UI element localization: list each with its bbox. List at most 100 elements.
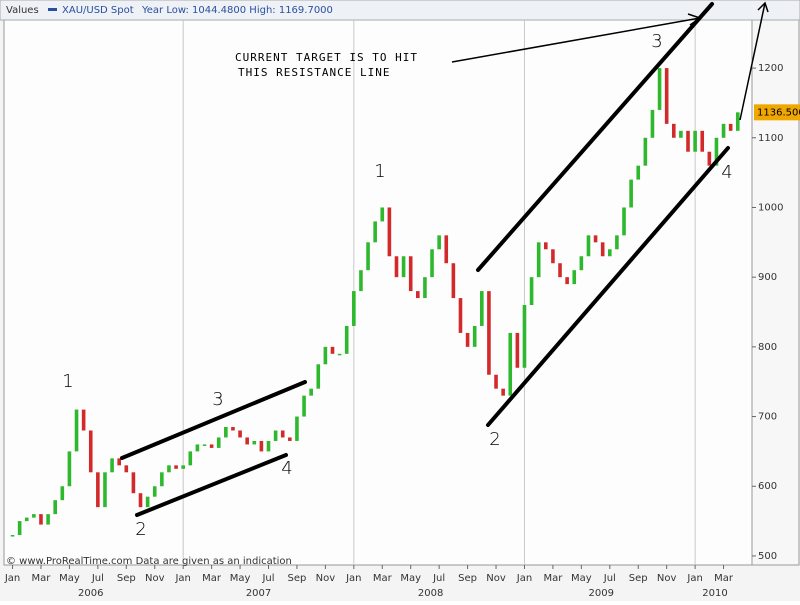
x-tick-label: Nov: [657, 573, 677, 584]
x-tick-label: Jul: [91, 573, 104, 584]
candle: [74, 409, 79, 452]
x-tick-label: Jul: [603, 573, 616, 584]
candle: [231, 427, 235, 431]
candle: [501, 388, 505, 396]
candle: [352, 291, 356, 326]
candle: [39, 514, 43, 525]
annotation: 2: [489, 429, 500, 450]
y-tick-label: 900: [758, 272, 777, 283]
x-tick-label: Sep: [458, 573, 477, 584]
candle: [700, 130, 705, 152]
last-price-box: [754, 104, 800, 121]
candle: [671, 123, 676, 138]
header-range: Year Low: 1044.4800 High: 1169.7000: [141, 5, 333, 16]
trend-line: [486, 146, 730, 427]
header-bar: [0, 0, 800, 21]
x-tick-label: Nov: [486, 573, 506, 584]
candle: [88, 430, 93, 473]
marks: [10, 20, 740, 565]
candle: [728, 123, 733, 131]
candle: [337, 353, 342, 356]
candle: [622, 207, 626, 236]
candle: [252, 440, 257, 445]
candle: [373, 221, 377, 243]
candle: [657, 68, 662, 110]
candle: [330, 346, 335, 354]
candle: [714, 137, 719, 166]
candle: [494, 374, 498, 389]
candle: [515, 332, 520, 368]
candle: [387, 207, 392, 257]
candle: [96, 472, 100, 508]
trend-line: [476, 2, 714, 272]
candle: [145, 496, 150, 508]
candle: [131, 472, 136, 494]
candle: [686, 130, 690, 152]
candle: [551, 249, 555, 264]
candle: [46, 514, 50, 525]
x-tick-label: Jan: [516, 573, 532, 584]
candle: [615, 235, 619, 250]
candle: [238, 430, 242, 438]
x-tick-label: Nov: [316, 573, 336, 584]
candle: [679, 130, 683, 138]
candle: [81, 409, 86, 431]
candle: [437, 235, 441, 250]
x-tick-label: Sep: [288, 573, 307, 584]
x-tick-label: Jan: [686, 573, 702, 584]
x-tick-label: Mar: [714, 573, 734, 584]
candle: [309, 388, 313, 396]
candle: [735, 112, 740, 131]
y-tick-label: 700: [758, 412, 777, 423]
x-tick-label: Mar: [202, 573, 222, 584]
candle: [458, 298, 463, 333]
candle: [344, 325, 349, 354]
y-tick-label: 1100: [758, 133, 783, 144]
y-tick-label: 1000: [758, 202, 783, 213]
plot-area: [3, 19, 753, 566]
candle: [316, 364, 321, 389]
candle: [138, 493, 143, 508]
candle: [10, 535, 15, 537]
candle: [508, 332, 513, 396]
candle: [32, 514, 36, 518]
candle: [607, 249, 612, 257]
candle: [693, 130, 697, 152]
candle: [216, 437, 221, 448]
candle: [650, 109, 655, 138]
candle: [202, 444, 207, 446]
arrows: [451, 1, 769, 121]
x-tick-label: May: [571, 573, 592, 584]
candle: [451, 263, 456, 299]
candle: [195, 444, 200, 452]
x-tick-label: May: [59, 573, 80, 584]
candle: [117, 458, 121, 466]
candle: [629, 179, 633, 208]
candle: [487, 291, 491, 375]
annotation: THIS RESISTANCE LINE: [238, 66, 390, 79]
y-tick-label: 800: [758, 342, 777, 353]
candle: [423, 277, 427, 299]
annotation: 1: [374, 161, 385, 182]
annotation: 2: [135, 519, 146, 540]
y-tick-label: 1200: [758, 63, 783, 74]
candle: [174, 465, 178, 469]
candle: [444, 235, 449, 264]
candle: [24, 517, 29, 522]
candle: [245, 437, 249, 445]
x-tick-label: Jan: [4, 573, 20, 584]
header-symbol: XAU/USD Spot: [62, 5, 134, 16]
candle: [394, 256, 399, 278]
candle: [536, 242, 541, 278]
candle: [465, 332, 470, 347]
trend-lines: [120, 2, 730, 517]
candle: [636, 165, 641, 180]
candle: [401, 256, 406, 278]
y-tick-label: 600: [758, 481, 777, 492]
y-tick-label: 500: [758, 551, 777, 562]
candle: [586, 235, 591, 257]
annotation: 1: [62, 371, 73, 392]
candle: [60, 486, 65, 501]
candle: [721, 123, 726, 138]
